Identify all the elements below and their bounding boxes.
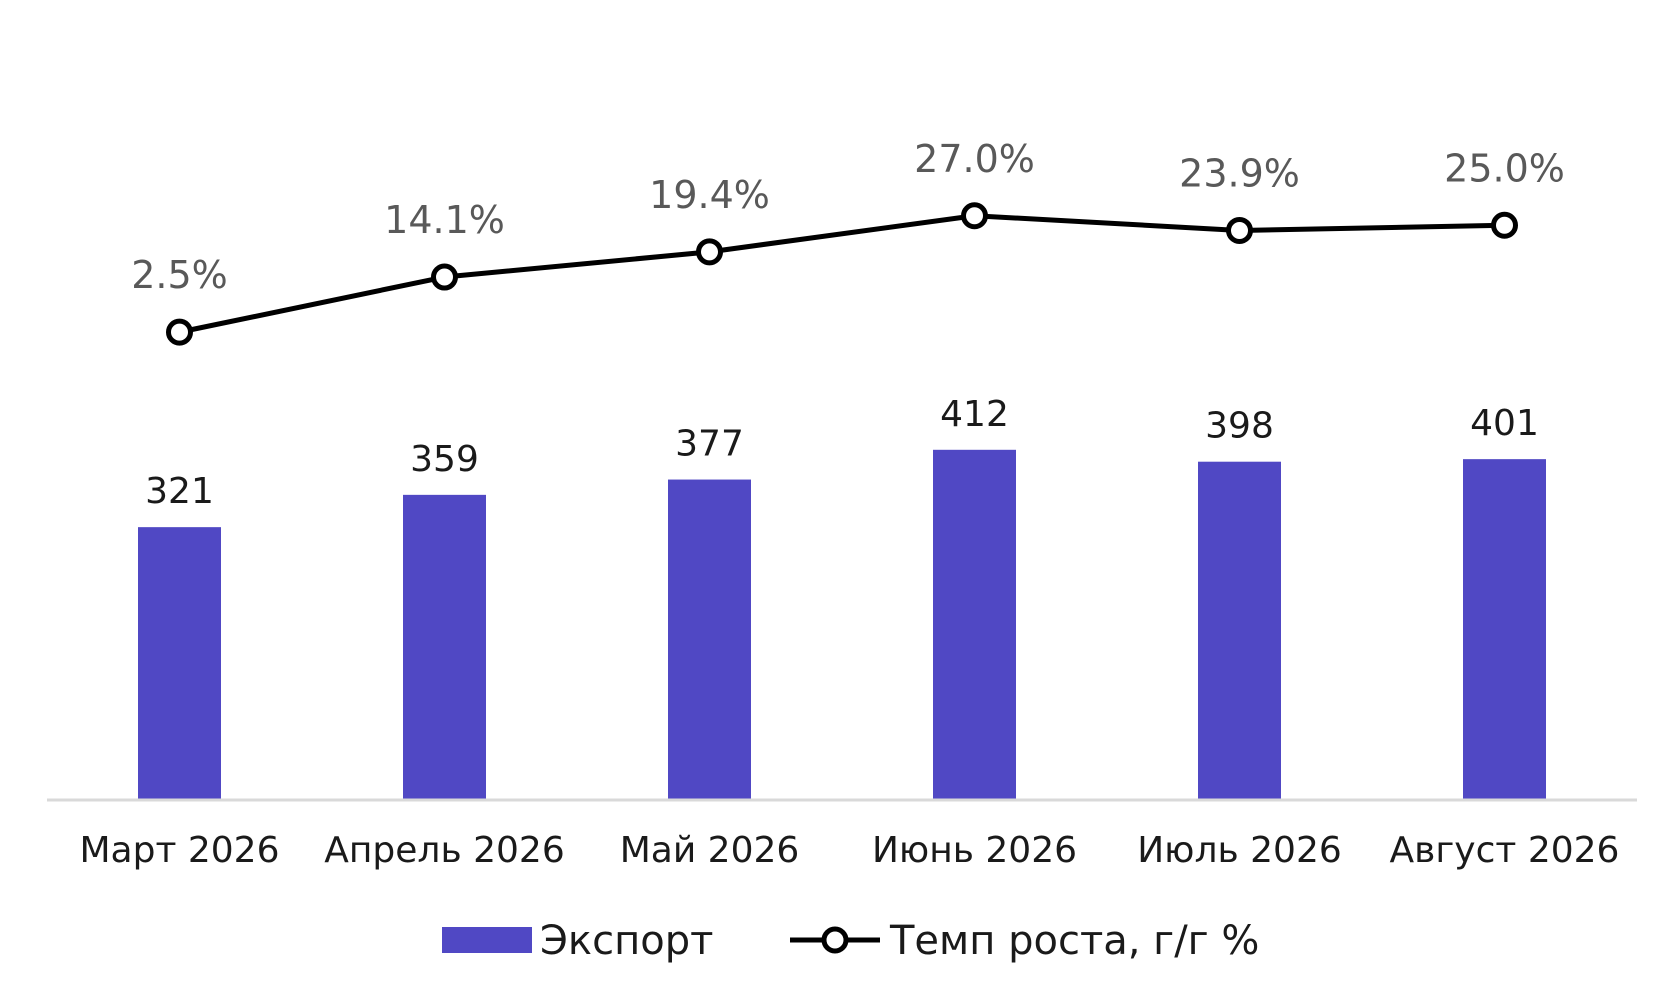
bar-value-label-6: 401 bbox=[1470, 403, 1539, 444]
legend-swatch-growth-marker bbox=[821, 926, 849, 954]
bar-export-5 bbox=[1198, 461, 1281, 800]
growth-line-layer bbox=[166, 202, 1518, 346]
x-tick-label-4: Июнь 2026 bbox=[872, 830, 1077, 871]
growth-value-label-2: 14.1% bbox=[384, 198, 505, 242]
bar-labels-layer: 321 359 377 412 398 401 bbox=[145, 394, 1539, 512]
legend: Экспорт Темп роста, г/г % bbox=[442, 918, 1259, 964]
x-tick-label-6: Август 2026 bbox=[1390, 830, 1620, 871]
growth-value-label-6: 25.0% bbox=[1444, 146, 1565, 190]
legend-label-growth: Темп роста, г/г % bbox=[889, 918, 1259, 964]
growth-point-2 bbox=[431, 263, 458, 291]
legend-swatch-export bbox=[442, 927, 532, 953]
growth-point-4 bbox=[961, 202, 988, 230]
x-tick-label-5: Июль 2026 bbox=[1137, 830, 1342, 871]
growth-labels-layer: 2.5% 14.1% 19.4% 27.0% 23.9% 25.0% bbox=[131, 137, 1565, 297]
growth-value-label-3: 19.4% bbox=[649, 173, 770, 217]
bar-export-4 bbox=[933, 449, 1016, 800]
bar-value-label-1: 321 bbox=[145, 471, 214, 512]
growth-value-label-5: 23.9% bbox=[1179, 151, 1300, 195]
growth-point-5 bbox=[1226, 216, 1253, 244]
bar-export-2 bbox=[403, 494, 486, 800]
growth-point-6 bbox=[1491, 211, 1518, 239]
growth-point-1 bbox=[166, 318, 193, 346]
bar-value-label-5: 398 bbox=[1205, 406, 1274, 447]
x-tick-label-2: Апрель 2026 bbox=[324, 830, 564, 871]
legend-label-export: Экспорт bbox=[540, 918, 713, 964]
bar-value-label-3: 377 bbox=[675, 424, 744, 465]
x-tick-labels: Март 2026 Апрель 2026 Май 2026 Июнь 2026 Июл… bbox=[79, 830, 1619, 871]
bar-value-label-2: 359 bbox=[410, 439, 479, 480]
growth-value-label-4: 27.0% bbox=[914, 137, 1035, 181]
bar-export-1 bbox=[138, 527, 221, 800]
x-tick-label-1: Март 2026 bbox=[79, 830, 279, 871]
growth-point-3 bbox=[696, 238, 723, 266]
growth-value-label-1: 2.5% bbox=[131, 253, 228, 297]
bar-export-6 bbox=[1463, 459, 1546, 800]
growth-line-path bbox=[178, 213, 1505, 335]
x-tick-label-3: Май 2026 bbox=[620, 830, 800, 871]
bar-export-3 bbox=[668, 479, 751, 800]
bar-value-label-4: 412 bbox=[940, 394, 1009, 435]
bars-layer bbox=[138, 449, 1546, 800]
